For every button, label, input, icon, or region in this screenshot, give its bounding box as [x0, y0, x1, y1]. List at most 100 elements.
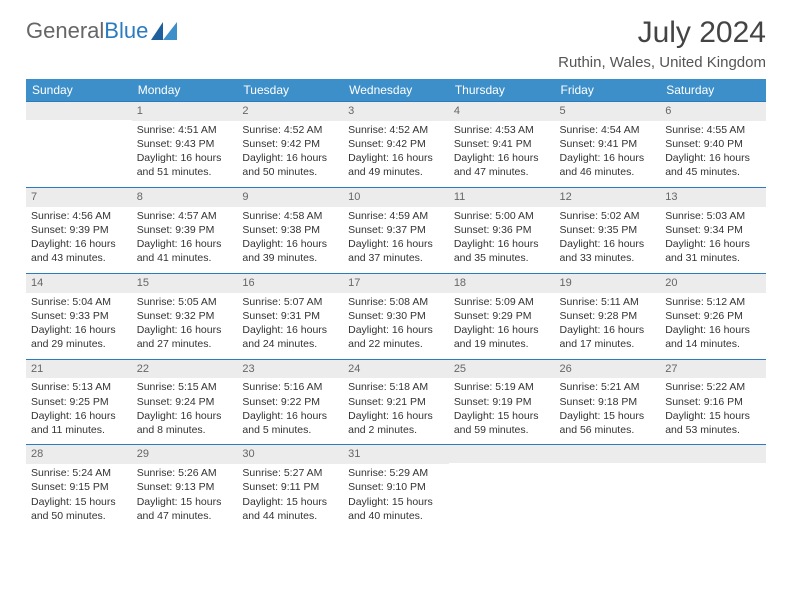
day-number: 29 — [132, 444, 238, 464]
calendar-cell: 28Sunrise: 5:24 AMSunset: 9:15 PMDayligh… — [26, 444, 132, 530]
day-line: Sunrise: 5:22 AM — [665, 380, 761, 394]
day-body: Sunrise: 5:02 AMSunset: 9:35 PMDaylight:… — [555, 207, 661, 273]
calendar-cell: 3Sunrise: 4:52 AMSunset: 9:42 PMDaylight… — [343, 101, 449, 187]
day-line: Daylight: 15 hours and 56 minutes. — [560, 409, 656, 437]
day-line: Daylight: 16 hours and 49 minutes. — [348, 151, 444, 179]
day-line: Daylight: 16 hours and 33 minutes. — [560, 237, 656, 265]
day-line: Daylight: 15 hours and 50 minutes. — [31, 495, 127, 523]
flag-icon — [151, 22, 177, 40]
day-number: 25 — [449, 359, 555, 379]
calendar-cell: 21Sunrise: 5:13 AMSunset: 9:25 PMDayligh… — [26, 359, 132, 445]
day-line: Sunrise: 5:04 AM — [31, 295, 127, 309]
day-body: Sunrise: 5:21 AMSunset: 9:18 PMDaylight:… — [555, 378, 661, 444]
calendar-cell: 25Sunrise: 5:19 AMSunset: 9:19 PMDayligh… — [449, 359, 555, 445]
calendar-cell: 22Sunrise: 5:15 AMSunset: 9:24 PMDayligh… — [132, 359, 238, 445]
day-number: 9 — [237, 187, 343, 207]
day-line: Sunrise: 5:02 AM — [560, 209, 656, 223]
day-line: Daylight: 16 hours and 39 minutes. — [242, 237, 338, 265]
day-line: Sunrise: 5:19 AM — [454, 380, 550, 394]
day-body: Sunrise: 5:19 AMSunset: 9:19 PMDaylight:… — [449, 378, 555, 444]
calendar-cell: 2Sunrise: 4:52 AMSunset: 9:42 PMDaylight… — [237, 101, 343, 187]
day-line: Sunset: 9:30 PM — [348, 309, 444, 323]
day-body: Sunrise: 5:26 AMSunset: 9:13 PMDaylight:… — [132, 464, 238, 530]
day-line: Sunrise: 4:54 AM — [560, 123, 656, 137]
weekday-header: Sunday — [26, 79, 132, 101]
day-line: Daylight: 16 hours and 37 minutes. — [348, 237, 444, 265]
brand-word1: General — [26, 18, 104, 44]
day-line: Sunrise: 4:52 AM — [348, 123, 444, 137]
day-line: Sunset: 9:33 PM — [31, 309, 127, 323]
day-line: Sunrise: 5:03 AM — [665, 209, 761, 223]
day-line: Sunset: 9:37 PM — [348, 223, 444, 237]
day-line: Sunset: 9:31 PM — [242, 309, 338, 323]
day-body: Sunrise: 5:24 AMSunset: 9:15 PMDaylight:… — [26, 464, 132, 530]
day-line: Sunrise: 5:09 AM — [454, 295, 550, 309]
day-line: Daylight: 16 hours and 45 minutes. — [665, 151, 761, 179]
calendar-cell: 27Sunrise: 5:22 AMSunset: 9:16 PMDayligh… — [660, 359, 766, 445]
day-line: Sunset: 9:16 PM — [665, 395, 761, 409]
day-line: Sunrise: 5:13 AM — [31, 380, 127, 394]
day-number: 7 — [26, 187, 132, 207]
day-line: Daylight: 16 hours and 27 minutes. — [137, 323, 233, 351]
day-body: Sunrise: 5:11 AMSunset: 9:28 PMDaylight:… — [555, 293, 661, 359]
day-body: Sunrise: 4:55 AMSunset: 9:40 PMDaylight:… — [660, 121, 766, 187]
day-number: 8 — [132, 187, 238, 207]
day-line: Sunset: 9:38 PM — [242, 223, 338, 237]
day-number — [660, 444, 766, 463]
day-number: 14 — [26, 273, 132, 293]
day-body: Sunrise: 4:57 AMSunset: 9:39 PMDaylight:… — [132, 207, 238, 273]
day-body: Sunrise: 5:05 AMSunset: 9:32 PMDaylight:… — [132, 293, 238, 359]
day-line: Sunset: 9:41 PM — [560, 137, 656, 151]
weekday-header: Tuesday — [237, 79, 343, 101]
day-body: Sunrise: 4:52 AMSunset: 9:42 PMDaylight:… — [237, 121, 343, 187]
day-line: Sunrise: 4:52 AM — [242, 123, 338, 137]
calendar-cell: 5Sunrise: 4:54 AMSunset: 9:41 PMDaylight… — [555, 101, 661, 187]
day-line: Daylight: 16 hours and 35 minutes. — [454, 237, 550, 265]
day-number: 10 — [343, 187, 449, 207]
day-line: Sunrise: 4:53 AM — [454, 123, 550, 137]
day-line: Sunset: 9:18 PM — [560, 395, 656, 409]
day-line: Sunset: 9:21 PM — [348, 395, 444, 409]
day-body: Sunrise: 5:16 AMSunset: 9:22 PMDaylight:… — [237, 378, 343, 444]
calendar-cell — [555, 444, 661, 530]
day-line: Sunset: 9:19 PM — [454, 395, 550, 409]
day-body: Sunrise: 5:00 AMSunset: 9:36 PMDaylight:… — [449, 207, 555, 273]
calendar-cell — [26, 101, 132, 187]
day-line: Sunrise: 5:21 AM — [560, 380, 656, 394]
calendar-cell — [660, 444, 766, 530]
day-line: Sunrise: 5:29 AM — [348, 466, 444, 480]
calendar-cell: 9Sunrise: 4:58 AMSunset: 9:38 PMDaylight… — [237, 187, 343, 273]
day-line: Sunrise: 5:18 AM — [348, 380, 444, 394]
calendar-cell: 4Sunrise: 4:53 AMSunset: 9:41 PMDaylight… — [449, 101, 555, 187]
day-number — [26, 101, 132, 120]
day-line: Daylight: 15 hours and 47 minutes. — [137, 495, 233, 523]
day-line: Daylight: 15 hours and 59 minutes. — [454, 409, 550, 437]
day-line: Sunset: 9:26 PM — [665, 309, 761, 323]
day-line: Sunrise: 5:24 AM — [31, 466, 127, 480]
brand-word2: Blue — [104, 18, 148, 44]
weekday-header: Monday — [132, 79, 238, 101]
day-line: Sunrise: 4:51 AM — [137, 123, 233, 137]
day-number: 26 — [555, 359, 661, 379]
weekday-header: Saturday — [660, 79, 766, 101]
day-body: Sunrise: 5:12 AMSunset: 9:26 PMDaylight:… — [660, 293, 766, 359]
day-line: Sunset: 9:28 PM — [560, 309, 656, 323]
day-body: Sunrise: 4:51 AMSunset: 9:43 PMDaylight:… — [132, 121, 238, 187]
day-number: 15 — [132, 273, 238, 293]
day-number: 2 — [237, 101, 343, 121]
calendar-cell: 10Sunrise: 4:59 AMSunset: 9:37 PMDayligh… — [343, 187, 449, 273]
day-line: Daylight: 16 hours and 17 minutes. — [560, 323, 656, 351]
day-line: Daylight: 16 hours and 8 minutes. — [137, 409, 233, 437]
day-line: Sunset: 9:42 PM — [242, 137, 338, 151]
day-line: Sunrise: 5:11 AM — [560, 295, 656, 309]
day-line: Sunset: 9:25 PM — [31, 395, 127, 409]
day-number: 31 — [343, 444, 449, 464]
day-body: Sunrise: 4:59 AMSunset: 9:37 PMDaylight:… — [343, 207, 449, 273]
day-number: 6 — [660, 101, 766, 121]
day-line: Daylight: 16 hours and 11 minutes. — [31, 409, 127, 437]
page-title: July 2024 — [558, 18, 766, 48]
day-line: Sunrise: 4:57 AM — [137, 209, 233, 223]
day-number — [555, 444, 661, 463]
day-line: Sunset: 9:29 PM — [454, 309, 550, 323]
day-line: Sunrise: 4:59 AM — [348, 209, 444, 223]
